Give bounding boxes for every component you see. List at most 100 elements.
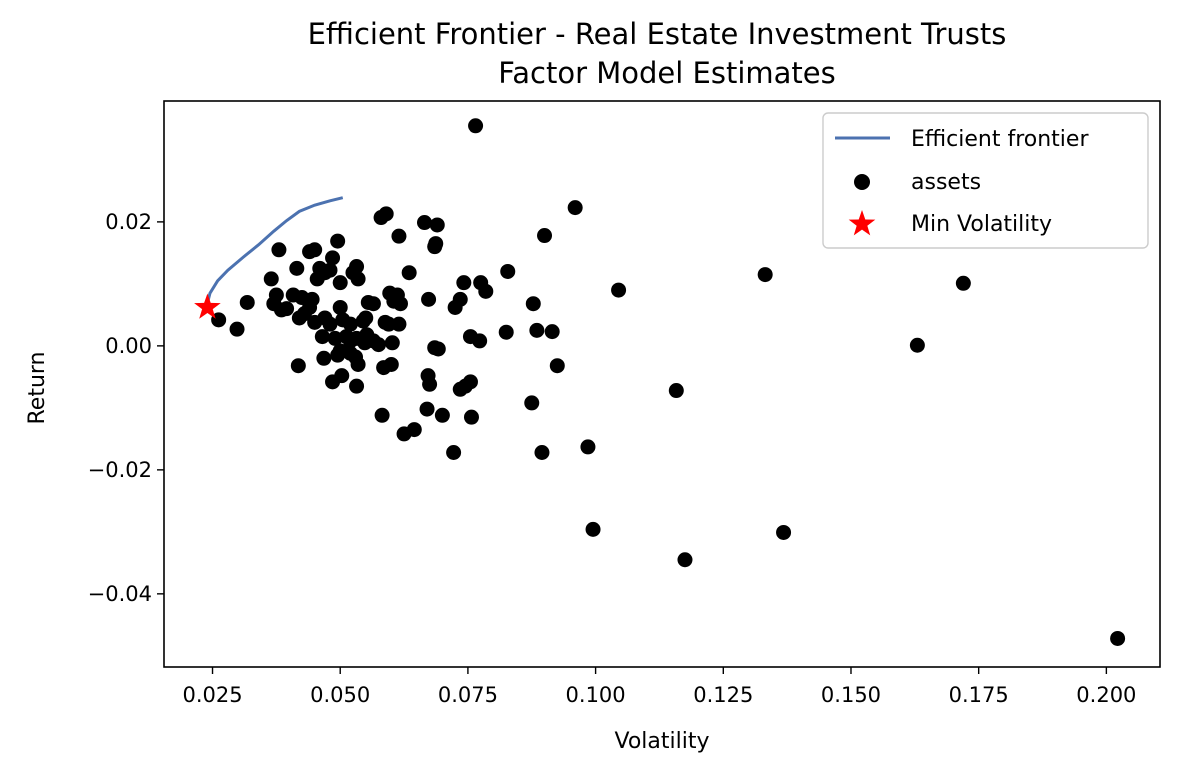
asset-point	[580, 439, 596, 455]
asset-point	[406, 422, 422, 438]
asset-point	[384, 335, 400, 351]
asset-point	[537, 228, 553, 244]
asset-point	[349, 378, 365, 394]
asset-point	[525, 296, 541, 312]
asset-point	[381, 316, 397, 332]
x-tick-label: 0.025	[182, 683, 242, 707]
asset-point	[322, 316, 338, 332]
asset-point	[955, 275, 971, 291]
asset-point	[401, 265, 417, 281]
asset-point	[273, 302, 289, 318]
asset-point	[447, 299, 463, 315]
legend: Efficient frontier assets Min Volatility	[822, 112, 1149, 249]
asset-point	[478, 283, 494, 299]
legend-frontier-label: Efficient frontier	[911, 127, 1089, 152]
asset-point	[421, 291, 437, 307]
asset-point	[446, 445, 462, 460]
asset-point	[211, 312, 227, 328]
asset-point	[309, 271, 325, 287]
x-tick-label: 0.125	[693, 683, 753, 707]
asset-point	[371, 337, 387, 353]
asset-point	[500, 263, 516, 279]
asset-point	[327, 330, 343, 346]
asset-point	[332, 299, 348, 315]
asset-point	[289, 260, 305, 276]
asset-point	[419, 401, 435, 417]
y-tick-label: 0.00	[105, 334, 152, 358]
asset-point	[290, 358, 306, 374]
asset-point	[534, 445, 550, 460]
y-axis: −0.04 −0.02 0.00 0.02	[88, 210, 164, 606]
chart-title: Efficient Frontier - Real Estate Investm…	[308, 17, 1007, 51]
x-tick-label: 0.100	[566, 683, 626, 707]
legend-assets-swatch	[854, 174, 870, 190]
asset-point	[392, 296, 408, 312]
y-tick-label: 0.02	[105, 210, 152, 234]
chart-subtitle: Factor Model Estimates	[498, 56, 835, 90]
asset-point	[909, 337, 925, 353]
x-axis: 0.025 0.050 0.075 0.100 0.125 0.150 0.175 0.200	[182, 667, 1136, 707]
asset-point	[472, 333, 488, 349]
asset-point	[549, 358, 565, 374]
asset-point	[1110, 630, 1126, 646]
asset-point	[391, 228, 407, 244]
asset-point	[291, 310, 307, 326]
asset-point	[422, 376, 438, 392]
asset-point	[434, 407, 450, 423]
asset-point	[429, 217, 445, 233]
asset-point	[374, 407, 390, 423]
asset-point	[611, 282, 627, 298]
legend-assets-label: assets	[911, 170, 981, 195]
asset-point	[529, 322, 545, 338]
legend-min-volatility-label: Min Volatility	[911, 212, 1052, 237]
asset-point	[373, 210, 389, 226]
asset-point	[757, 267, 773, 283]
x-axis-label: Volatility	[614, 729, 709, 754]
asset-point	[383, 356, 399, 372]
asset-point	[229, 321, 245, 337]
asset-point	[776, 524, 792, 540]
x-tick-label: 0.050	[310, 683, 370, 707]
asset-point	[585, 521, 601, 537]
asset-point	[342, 316, 358, 332]
asset-point	[271, 242, 287, 258]
asset-point	[316, 350, 332, 366]
x-tick-label: 0.150	[821, 683, 881, 707]
asset-point	[544, 324, 560, 340]
y-tick-label: −0.04	[88, 582, 152, 606]
x-tick-label: 0.175	[949, 683, 1009, 707]
asset-point	[263, 271, 279, 287]
y-tick-label: −0.02	[88, 458, 152, 482]
frontier-line	[204, 196, 344, 308]
plot-area	[194, 118, 1126, 646]
asset-point	[468, 118, 484, 134]
asset-point	[524, 395, 540, 411]
asset-point	[307, 242, 323, 258]
asset-point	[314, 329, 330, 345]
asset-point	[325, 250, 341, 266]
asset-point	[456, 275, 472, 291]
asset-point	[334, 368, 350, 384]
asset-point	[677, 552, 693, 568]
legend-min-volatility-swatch	[848, 210, 876, 236]
asset-point	[349, 259, 365, 275]
asset-point	[322, 262, 338, 278]
asset-point	[358, 310, 374, 326]
asset-point	[668, 383, 684, 399]
asset-point	[427, 340, 443, 356]
min-volatility-marker	[194, 293, 221, 319]
plot-frame	[163, 100, 1161, 668]
asset-point	[427, 239, 443, 255]
asset-point	[463, 409, 479, 425]
asset-point	[365, 296, 381, 312]
asset-point	[457, 378, 473, 394]
asset-point	[332, 275, 348, 291]
asset-point	[330, 233, 346, 249]
y-axis-label: Return	[25, 351, 50, 424]
x-tick-label: 0.200	[1076, 683, 1136, 707]
asset-point	[416, 215, 432, 231]
asset-point	[350, 356, 366, 372]
legend-box	[822, 112, 1149, 249]
asset-point	[498, 324, 514, 340]
